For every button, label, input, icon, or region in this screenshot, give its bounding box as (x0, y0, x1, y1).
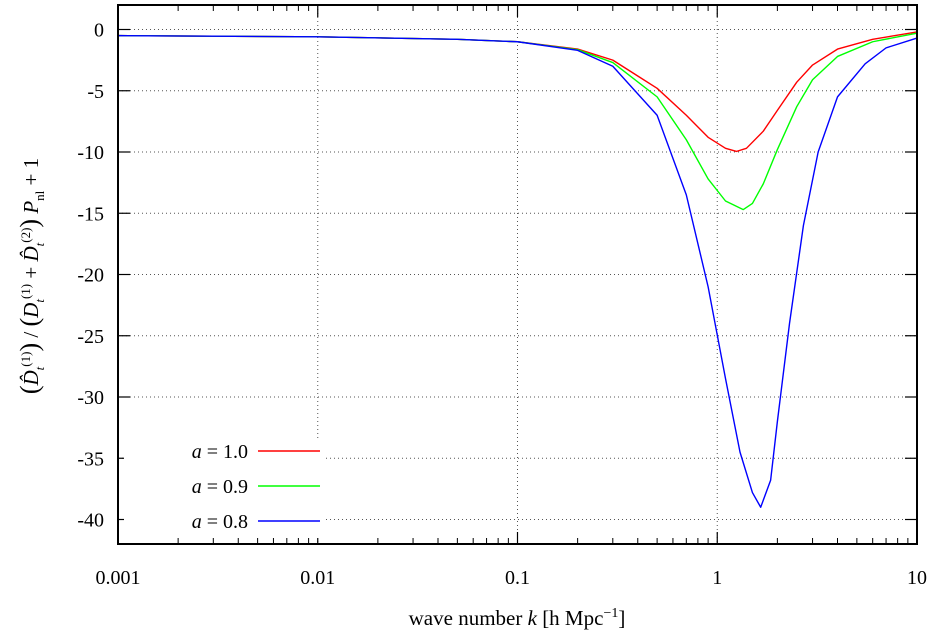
y-tick-label: -30 (77, 387, 104, 409)
x-tick-label: 0.1 (505, 567, 530, 589)
legend-label: a = 0.9 (192, 476, 248, 498)
tick-labels: 0.001 0.01 0.1 1 10 0 -5 -10 -15 -20 -25 -30 -35 -40 (77, 20, 927, 590)
x-tick-label: 1 (712, 567, 722, 589)
x-tick-label: 10 (907, 567, 927, 589)
svg-text:(D̂t(1)) / (Dt(1) + D̂t(2)) Pn: (D̂t(1)) / (Dt(1) + D̂t(2)) Pnl + 1 (15, 158, 47, 394)
y-tick-label: -35 (77, 448, 104, 470)
x-axis-title: wave number k [h Mpc−1] (409, 606, 626, 630)
legend-label: a = 1.0 (192, 441, 248, 463)
x-tick-label: 0.001 (96, 567, 141, 589)
series-line (117, 34, 918, 508)
legend-entry: a = 0.8 (192, 511, 320, 533)
y-tick-label: -25 (77, 326, 104, 348)
y-tick-label: -40 (77, 510, 104, 532)
plot-frame (117, 4, 918, 545)
legend-label: a = 0.8 (192, 511, 248, 533)
legend: a = 1.0 a = 0.9 a = 0.8 (124, 438, 324, 538)
x-tick-label: 0.01 (300, 567, 335, 589)
y-tick-label: -10 (77, 142, 104, 164)
series-lines (117, 31, 918, 508)
y-axis-title: (D̂t(1)) / (Dt(1) + D̂t(2)) Pnl + 1 (15, 158, 47, 394)
y-tick-label: -15 (77, 203, 104, 225)
y-tick-label: -20 (77, 265, 104, 287)
legend-entry: a = 1.0 (192, 441, 320, 463)
y-tick-label: 0 (94, 20, 104, 42)
y-tick-label: -5 (87, 81, 104, 103)
legend-entry: a = 0.9 (192, 476, 320, 498)
